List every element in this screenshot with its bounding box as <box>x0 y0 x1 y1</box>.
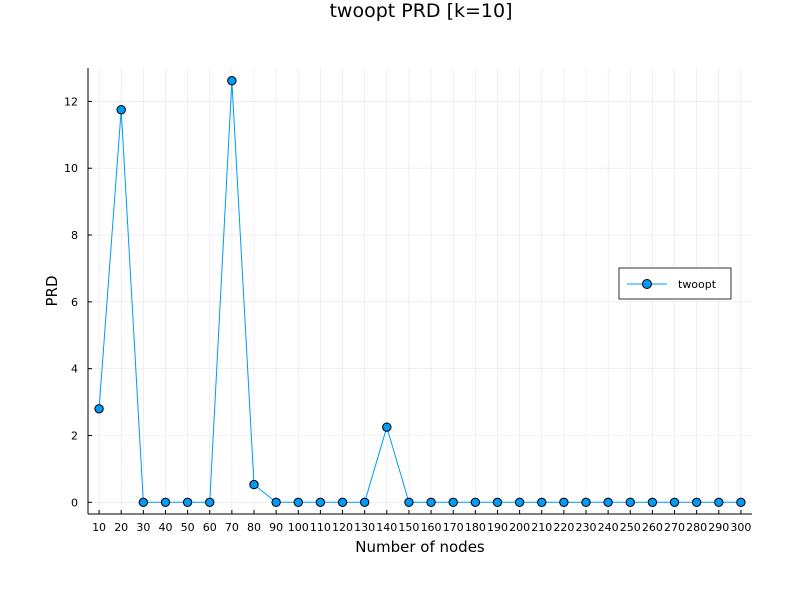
x-tick-label: 10 <box>92 521 106 534</box>
x-tick-label: 220 <box>553 521 574 534</box>
x-tick-label: 180 <box>465 521 486 534</box>
data-point <box>603 497 613 508</box>
y-tick-label: 8 <box>71 229 78 242</box>
y-ticks: 0 2 4 6 8 10 12 <box>64 95 92 509</box>
data-point <box>182 497 193 508</box>
data-point <box>714 497 724 508</box>
y-tick-label: 10 <box>64 162 78 175</box>
legend-marker <box>642 279 652 289</box>
x-tick-label: 130 <box>354 521 375 534</box>
x-tick-label: 240 <box>598 521 619 534</box>
data-point <box>404 497 414 508</box>
x-tick-label: 160 <box>421 521 442 534</box>
x-tick-label: 280 <box>686 521 707 534</box>
data-point <box>736 497 746 508</box>
x-tick-label: 140 <box>376 521 397 534</box>
x-tick-label: 30 <box>136 521 150 534</box>
x-tick-label: 110 <box>310 521 331 534</box>
data-point <box>205 497 215 508</box>
data-point <box>337 497 348 508</box>
x-tick-label: 190 <box>487 521 508 534</box>
x-tick-label: 150 <box>398 521 419 534</box>
data-point <box>625 497 635 508</box>
x-tick-label: 70 <box>225 521 239 534</box>
y-tick-label: 6 <box>71 296 78 309</box>
x-tick-label: 60 <box>203 521 217 534</box>
x-tick-label: 90 <box>269 521 283 534</box>
data-point <box>537 497 547 508</box>
y-tick-label: 2 <box>71 429 78 442</box>
data-point <box>559 497 569 508</box>
data-point <box>293 497 303 508</box>
data-point <box>382 422 392 432</box>
series-group <box>94 75 746 508</box>
legend: twoopt <box>618 267 732 300</box>
data-point <box>426 497 436 508</box>
data-point <box>470 497 481 508</box>
x-tick-label: 200 <box>509 521 530 534</box>
x-tick-label: 270 <box>664 521 685 534</box>
axes <box>87 68 752 515</box>
x-tick-label: 170 <box>443 521 464 534</box>
data-point <box>160 497 171 508</box>
y-tick-label: 4 <box>71 363 78 376</box>
x-tick-label: 210 <box>531 521 552 534</box>
data-point <box>315 497 326 508</box>
data-point <box>116 105 126 115</box>
x-tick-label: 80 <box>247 521 261 534</box>
x-axis-label: Number of nodes <box>355 538 485 556</box>
data-point <box>249 479 259 490</box>
x-tick-label: 260 <box>642 521 663 534</box>
data-point <box>359 497 370 508</box>
data-point <box>271 497 281 508</box>
chart-title: twoopt PRD [k=10] <box>329 0 512 22</box>
data-point <box>94 404 104 414</box>
x-tick-label: 250 <box>620 521 641 534</box>
x-tick-label: 20 <box>114 521 128 534</box>
data-point <box>691 497 702 508</box>
x-tick-label: 100 <box>288 521 309 534</box>
x-tick-label: 120 <box>332 521 353 534</box>
legend-label: twoopt <box>678 278 717 291</box>
data-point <box>138 497 149 508</box>
y-tick-label: 0 <box>71 496 78 509</box>
data-point <box>448 497 458 508</box>
x-tick-label: 230 <box>576 521 597 534</box>
x-tick-label: 40 <box>158 521 172 534</box>
y-tick-label: 12 <box>64 95 78 108</box>
data-point <box>669 497 680 508</box>
data-point <box>227 75 237 86</box>
data-point <box>514 497 525 508</box>
data-point <box>581 497 591 508</box>
data-point <box>647 497 658 508</box>
x-tick-label: 50 <box>181 521 195 534</box>
x-tick-label: 290 <box>708 521 729 534</box>
y-axis-label: PRD <box>43 275 61 306</box>
x-tick-label: 300 <box>730 521 751 534</box>
x-ticks: 10 20 30 40 50 60 70 80 90 100 110 120 130 140 150 160 1… <box>92 510 751 534</box>
data-point <box>492 497 503 508</box>
